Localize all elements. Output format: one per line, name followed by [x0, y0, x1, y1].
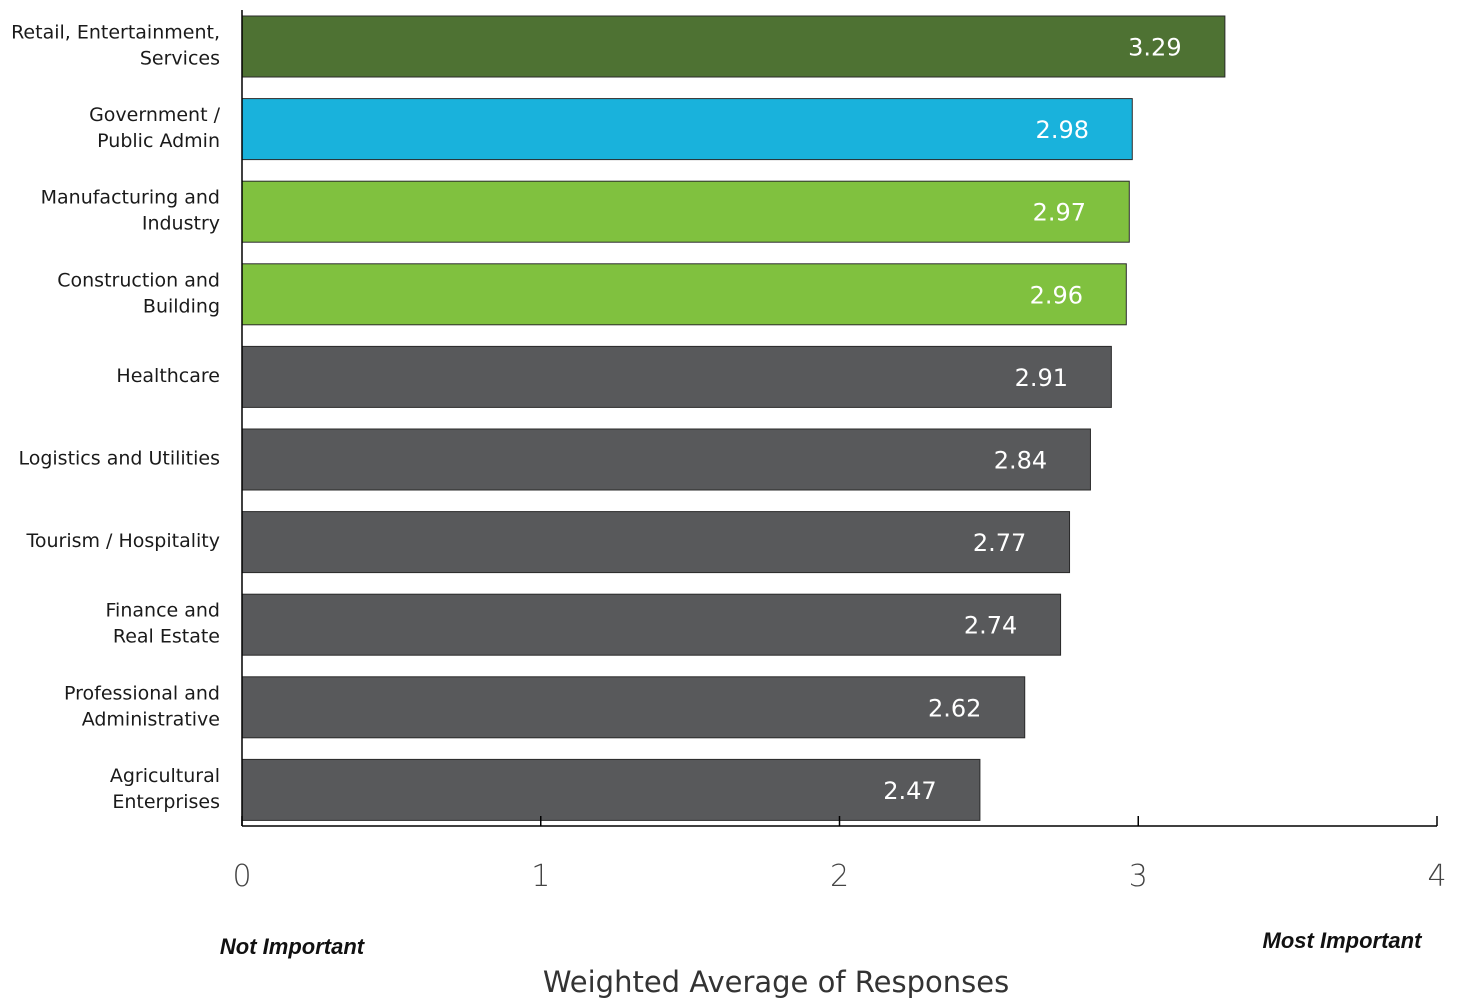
- category-label: Manufacturing and Industry: [41, 187, 220, 235]
- category-label-line: Government /: [89, 104, 221, 126]
- category-label-line: Healthcare: [116, 365, 220, 387]
- bar-value-label: 2.96: [1030, 281, 1083, 309]
- bar-value-label: 2.84: [994, 447, 1047, 475]
- category-labels: Retail, Entertainment, Services Government…: [11, 22, 221, 813]
- category-label-line: Retail, Entertainment,: [11, 22, 220, 44]
- category-label-line: Administrative: [82, 708, 220, 730]
- x-axis: 0 1 2 3 4: [232, 10, 1447, 894]
- category-label-line: Manufacturing and: [41, 187, 220, 209]
- category-label: Construction and Building: [57, 269, 220, 317]
- category-label: Government / Public Admin: [89, 104, 221, 152]
- bar-value-label: 2.77: [973, 529, 1026, 557]
- category-label: Logistics and Utilities: [18, 448, 220, 470]
- x-axis-right-end-label: Most Important: [1263, 928, 1424, 953]
- bar-value-label: 2.98: [1036, 116, 1089, 144]
- category-label: Tourism / Hospitality: [25, 530, 220, 552]
- bar: [241, 180, 1130, 243]
- category-label-line: Services: [140, 48, 220, 70]
- category-label: Agricultural Enterprises: [110, 765, 220, 813]
- bar-value-label: 2.91: [1015, 364, 1068, 392]
- bars-layer: 3.29 2.98 2.97 2.96 2.91 2.84 2.77 2.74 2.62 2.47: [241, 15, 1226, 821]
- x-tick-label: 4: [1427, 859, 1446, 894]
- category-label-line: Professional and: [64, 682, 220, 704]
- bar-value-label: 2.62: [928, 694, 981, 722]
- x-tick-label: 0: [232, 859, 251, 894]
- bar: [241, 428, 1091, 491]
- category-label: Healthcare: [116, 365, 220, 387]
- bar-value-label: 2.74: [964, 612, 1017, 640]
- bar: [241, 593, 1062, 656]
- category-label-line: Public Admin: [97, 130, 220, 152]
- category-label: Finance and Real Estate: [106, 600, 220, 648]
- x-tick-label: 3: [1129, 859, 1148, 894]
- bar: [241, 758, 981, 821]
- category-label-line: Real Estate: [113, 626, 220, 648]
- category-label-line: Building: [143, 295, 220, 317]
- bar-value-label: 3.29: [1128, 34, 1181, 62]
- bar-value-label: 2.47: [883, 777, 936, 805]
- bar: [241, 15, 1226, 78]
- bar: [241, 98, 1133, 161]
- category-label: Professional and Administrative: [64, 682, 220, 730]
- category-label-line: Construction and: [57, 269, 220, 291]
- bar: [241, 676, 1026, 739]
- category-label-line: Agricultural: [110, 765, 220, 787]
- category-label-line: Tourism / Hospitality: [25, 530, 220, 552]
- bar: [241, 263, 1127, 326]
- bar-value-label: 2.97: [1033, 199, 1086, 227]
- category-label-line: Industry: [142, 213, 220, 235]
- x-axis-left-end-label: Not Important: [220, 934, 366, 959]
- bar: [241, 511, 1071, 574]
- category-label-line: Enterprises: [112, 791, 220, 813]
- x-tick-label: 1: [531, 859, 550, 894]
- x-tick-label: 2: [830, 859, 849, 894]
- bar: [241, 345, 1112, 408]
- category-label-line: Logistics and Utilities: [18, 448, 220, 470]
- category-label: Retail, Entertainment, Services: [11, 22, 220, 70]
- x-axis-title: Weighted Average of Responses: [543, 965, 1009, 999]
- category-label-line: Finance and: [106, 600, 220, 622]
